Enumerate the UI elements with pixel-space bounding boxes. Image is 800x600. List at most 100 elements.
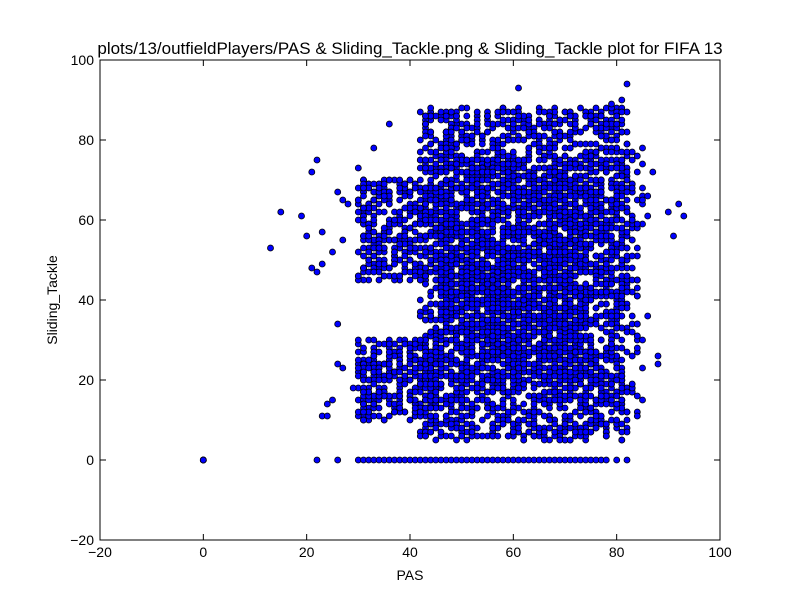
data-point <box>463 156 471 164</box>
data-point <box>422 164 429 172</box>
data-point <box>484 112 491 120</box>
data-point <box>437 328 445 336</box>
data-point <box>458 396 466 404</box>
data-point <box>504 388 512 396</box>
data-point <box>391 216 398 224</box>
data-point <box>556 424 564 432</box>
data-point <box>468 252 476 260</box>
data-point <box>618 284 626 292</box>
data-point <box>602 248 610 256</box>
data-point <box>582 408 590 416</box>
data-point <box>582 384 590 392</box>
data-point <box>401 372 409 380</box>
data-point <box>360 416 367 424</box>
data-point <box>468 184 476 192</box>
data-point <box>556 132 564 140</box>
data-point <box>520 220 528 228</box>
data-point <box>437 420 445 428</box>
data-point <box>478 364 486 372</box>
data-point <box>546 300 553 308</box>
data-point <box>509 148 517 156</box>
data-point <box>437 344 445 352</box>
data-point <box>478 204 486 212</box>
data-point <box>639 364 646 372</box>
data-point <box>489 348 497 356</box>
data-point <box>416 108 424 116</box>
data-point <box>385 264 393 272</box>
data-point <box>520 380 528 388</box>
data-point <box>427 392 435 400</box>
data-point <box>447 420 455 428</box>
data-point <box>406 212 414 220</box>
data-point <box>556 156 564 164</box>
data-point <box>597 188 605 196</box>
data-point <box>639 196 646 204</box>
data-point <box>504 432 512 440</box>
data-point <box>530 260 538 268</box>
data-point <box>360 344 367 352</box>
data-point <box>453 288 460 296</box>
data-point <box>391 248 398 256</box>
data-point <box>416 204 424 212</box>
data-point <box>582 256 590 264</box>
data-point <box>587 284 595 292</box>
data-point <box>566 352 574 360</box>
data-point <box>561 224 569 232</box>
data-point <box>535 368 543 376</box>
data-point <box>375 276 383 284</box>
data-point <box>592 228 600 236</box>
data-point <box>463 312 471 320</box>
data-point <box>561 404 569 412</box>
data-point <box>473 368 481 376</box>
data-point <box>396 392 404 400</box>
data-point <box>597 384 605 392</box>
data-point <box>577 164 584 172</box>
data-point <box>633 344 641 352</box>
data-point <box>623 228 631 236</box>
data-point <box>509 368 517 376</box>
data-point <box>566 276 574 284</box>
data-point <box>608 396 615 404</box>
data-point <box>463 136 471 144</box>
data-point <box>354 196 362 204</box>
data-point <box>442 112 450 120</box>
data-point <box>473 232 481 240</box>
data-point <box>582 248 590 256</box>
data-point <box>535 256 543 264</box>
data-point <box>530 164 538 172</box>
data-point <box>597 392 605 400</box>
data-point <box>463 436 471 444</box>
data-point <box>432 240 440 248</box>
data-point <box>592 320 600 328</box>
data-point <box>520 436 528 444</box>
data-point <box>566 368 574 376</box>
data-point <box>509 396 517 404</box>
data-point <box>504 336 512 344</box>
data-point <box>411 388 419 396</box>
data-point <box>628 352 636 360</box>
data-point <box>468 428 476 436</box>
data-point <box>380 260 388 268</box>
data-point <box>416 196 424 204</box>
data-point <box>468 220 476 228</box>
data-point <box>478 380 486 388</box>
data-point <box>385 120 393 128</box>
data-point <box>509 224 517 232</box>
data-point <box>520 164 528 172</box>
data-point <box>592 140 600 148</box>
data-point <box>370 180 378 188</box>
data-point <box>489 180 497 188</box>
data-point <box>608 380 615 388</box>
data-point <box>499 148 507 156</box>
data-point <box>587 120 595 128</box>
data-point <box>628 380 636 388</box>
data-point <box>385 372 393 380</box>
data-point <box>571 228 579 236</box>
data-point <box>478 416 486 424</box>
data-point <box>411 364 419 372</box>
data-point <box>509 196 517 204</box>
data-point <box>375 208 383 216</box>
data-point <box>618 384 626 392</box>
data-point <box>447 280 455 288</box>
